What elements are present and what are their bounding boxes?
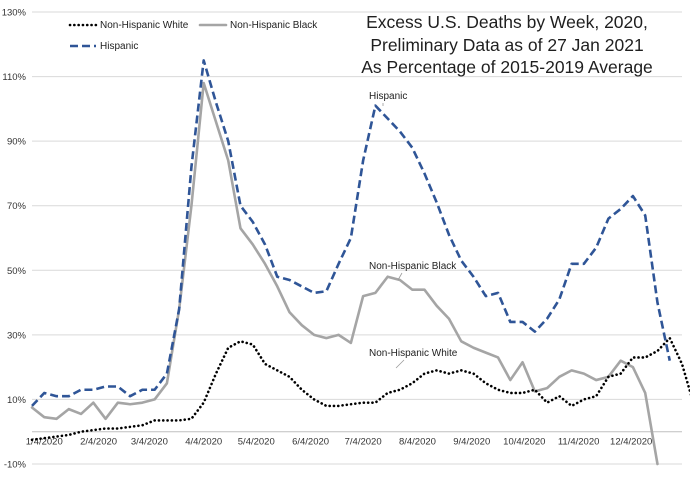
x-tick-label: 9/4/2020	[453, 437, 490, 448]
y-tick-label: 50%	[7, 266, 27, 277]
annotation-non-hispanic-black: Non-Hispanic Black	[369, 261, 457, 272]
x-tick-label: 5/4/2020	[238, 437, 275, 448]
y-tick-label: -10%	[4, 460, 27, 471]
annotation-leader-non-hispanic-white	[395, 359, 405, 369]
legend-label-non-hispanic-black: Non-Hispanic Black	[230, 20, 318, 31]
gridlines	[32, 11, 682, 465]
x-tick-label: 11/4/2020	[558, 437, 600, 448]
x-tick-label: 12/4/2020	[610, 437, 652, 448]
series-annotations: Hispanic Non-Hispanic Black Non-Hispanic…	[369, 91, 458, 369]
legend: Non-Hispanic White Non-Hispanic Black Hi…	[68, 20, 318, 52]
x-tick-label: 3/4/2020	[131, 437, 168, 448]
y-tick-label: 130%	[2, 8, 27, 19]
series-line-non-hispanic-black	[30, 81, 659, 466]
annotation-non-hispanic-white: Non-Hispanic White	[369, 348, 458, 359]
legend-label-hispanic: Hispanic	[100, 41, 138, 52]
x-tick-label: 1/4/2020	[26, 437, 63, 448]
y-tick-label: 10%	[7, 395, 27, 406]
annotation-leader-non-hispanic-black	[397, 272, 403, 281]
x-tick-label: 2/4/2020	[80, 437, 117, 448]
y-axis-tick-labels: -10% 10% 30% 50% 70% 90% 110% 130%	[2, 8, 27, 471]
chart-title-line-3: As Percentage of 2015-2019 Average	[361, 57, 653, 77]
x-tick-label: 6/4/2020	[292, 437, 329, 448]
series-line-non-hispanic-white	[30, 336, 690, 442]
y-tick-label: 70%	[7, 201, 27, 212]
x-tick-label: 10/4/2020	[503, 437, 545, 448]
chart-title-line-2: Preliminary Data as of 27 Jan 2021	[370, 35, 643, 55]
y-tick-label: 90%	[7, 137, 27, 148]
x-tick-label: 8/4/2020	[399, 437, 436, 448]
series-lines	[30, 59, 690, 466]
legend-label-non-hispanic-white: Non-Hispanic White	[100, 20, 189, 31]
annotation-hispanic: Hispanic	[369, 91, 407, 102]
x-tick-label: 7/4/2020	[345, 437, 382, 448]
chart-title: Excess U.S. Deaths by Week, 2020, Prelim…	[361, 12, 653, 77]
x-axis-tick-labels: 1/4/2020 2/4/2020 3/4/2020 4/4/2020 5/4/2020…	[26, 437, 653, 448]
chart-title-line-1: Excess U.S. Deaths by Week, 2020,	[366, 12, 648, 32]
x-tick-label: 4/4/2020	[185, 437, 222, 448]
y-tick-label: 110%	[2, 72, 26, 83]
y-tick-label: 30%	[7, 330, 27, 341]
